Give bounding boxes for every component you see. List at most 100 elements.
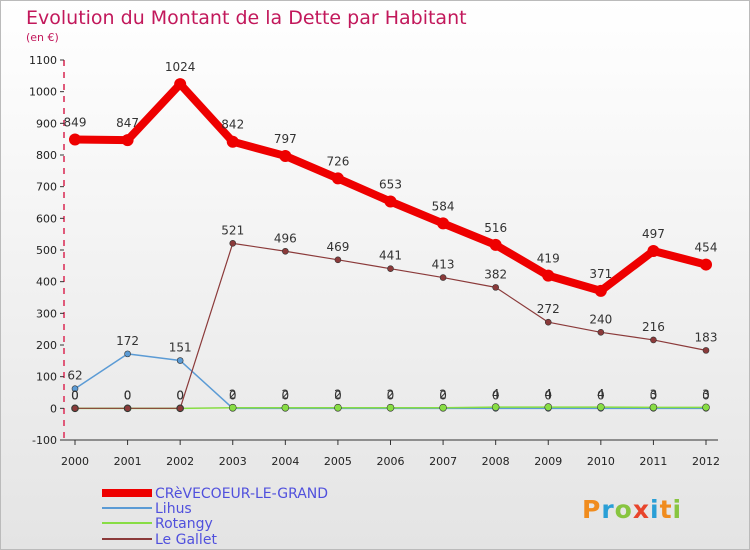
data-label: 726 (326, 154, 349, 168)
legend-label: Lihus (155, 501, 192, 517)
data-label: 0 (71, 388, 79, 402)
data-point (702, 347, 710, 354)
data-point (384, 195, 397, 208)
data-label: 62 (67, 369, 82, 383)
data-label: 272 (537, 302, 560, 316)
data-point (700, 258, 712, 271)
data-label: 2 (334, 388, 342, 402)
data-point (121, 134, 134, 147)
data-label: 3 (702, 387, 710, 401)
data-label: 469 (326, 240, 349, 254)
data-label: 4 (597, 387, 605, 401)
data-point (282, 247, 289, 255)
data-point (597, 329, 605, 336)
data-point (544, 403, 553, 411)
data-point (174, 78, 187, 91)
data-point (439, 403, 447, 412)
data-label: 172 (116, 334, 139, 348)
x-tick-label: 2007 (429, 455, 457, 468)
data-label: 842 (221, 118, 244, 132)
y-tick-label: 500 (36, 244, 57, 257)
data-label: 1024 (165, 60, 196, 74)
data-label: 0 (282, 388, 290, 402)
y-tick-label: 600 (36, 212, 57, 225)
y-tick-label: 400 (36, 276, 57, 289)
logo-letter: o (615, 495, 633, 524)
data-label: 454 (695, 241, 718, 255)
x-tick-label: 2006 (377, 455, 405, 468)
logo-letter: t (660, 495, 673, 524)
data-point (279, 149, 292, 162)
data-point (331, 172, 344, 185)
data-label: 216 (642, 320, 665, 334)
data-label: 0 (492, 388, 500, 402)
x-tick-label: 2008 (482, 455, 510, 468)
data-label: 371 (589, 267, 612, 281)
data-label: 441 (379, 249, 402, 263)
data-label: 4 (492, 387, 500, 401)
data-point (334, 256, 342, 264)
data-point (439, 274, 447, 281)
data-label: 0 (650, 388, 658, 402)
x-tick-label: 2011 (639, 455, 667, 468)
data-label: 847 (116, 116, 139, 130)
y-tick-label: 0 (50, 402, 57, 415)
data-point (492, 284, 499, 291)
proxiti-logo: Proxiti (582, 495, 682, 524)
data-point (597, 403, 605, 411)
data-label: 2 (439, 388, 447, 402)
data-point (702, 403, 710, 412)
logo-letter: i (673, 495, 683, 524)
data-point (71, 385, 79, 393)
data-labels: 849 847 1024 842 797 726 653 584 516 419 371 497 454… (64, 60, 718, 402)
legend-label: Le Gallet (155, 532, 217, 548)
data-label: 4 (544, 387, 552, 401)
data-point (176, 405, 184, 412)
data-label: 849 (64, 115, 87, 129)
axes: -100010020030040050060070080090010001100… (29, 54, 720, 468)
data-label: 2 (387, 388, 395, 402)
series-points (69, 78, 712, 413)
data-label: 0 (124, 388, 132, 402)
data-point (594, 284, 607, 297)
x-tick-label: 2002 (166, 455, 194, 468)
x-tick-label: 2001 (114, 455, 142, 468)
data-point (542, 269, 555, 282)
y-tick-label: 100 (36, 371, 57, 384)
data-label: 2 (229, 388, 237, 402)
data-label: 497 (642, 227, 665, 241)
data-label: 419 (537, 252, 560, 266)
data-point (649, 403, 658, 412)
data-label: 0 (544, 388, 552, 402)
data-point (334, 403, 342, 412)
data-label: 584 (432, 199, 455, 213)
x-tick-label: 2009 (534, 455, 562, 468)
x-tick-label: 2000 (61, 455, 89, 468)
data-label: 0 (597, 388, 605, 402)
data-point (491, 403, 500, 411)
x-tick-label: 2003 (219, 455, 247, 468)
data-label: 0 (176, 388, 184, 402)
y-tick-label: 800 (36, 149, 57, 162)
chart-title: Evolution du Montant de la Dette par Hab… (26, 7, 467, 29)
data-label: 0 (71, 388, 79, 402)
data-label: 0 (702, 388, 710, 402)
logo-letter: r (601, 495, 614, 524)
data-label: 183 (695, 330, 718, 344)
logo-letter: i (650, 495, 660, 524)
data-point (226, 135, 239, 148)
data-point (489, 238, 502, 251)
y-tick-label: 700 (36, 181, 57, 194)
logo-text: Proxiti (582, 495, 682, 524)
data-point (387, 265, 394, 272)
data-point (650, 336, 657, 344)
data-label: 0 (176, 388, 184, 402)
y-tick-label: 1000 (29, 86, 57, 99)
data-point (228, 403, 237, 412)
y-tick-label: 1100 (29, 54, 57, 67)
data-point (71, 405, 79, 412)
x-tick-label: 2005 (324, 455, 352, 468)
data-label: 151 (169, 341, 192, 355)
data-label: 0 (387, 388, 395, 402)
